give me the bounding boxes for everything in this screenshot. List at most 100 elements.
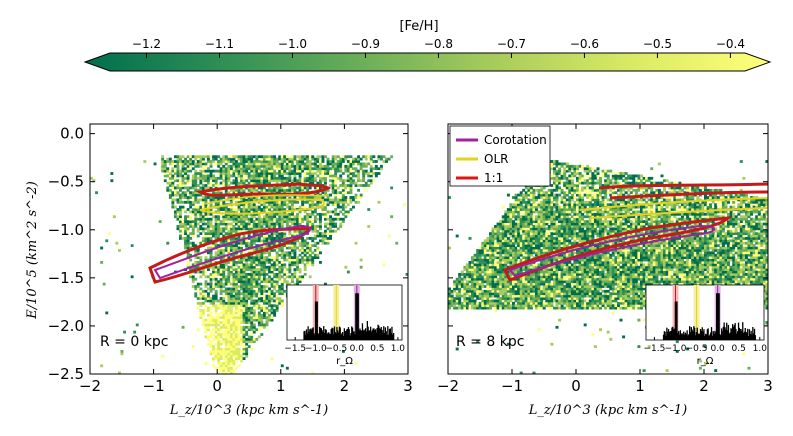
heatmap-cell: [245, 268, 249, 271]
heatmap-cell: [229, 359, 233, 363]
heatmap-cell: [268, 237, 271, 240]
heatmap-cell: [529, 225, 533, 228]
heatmap-cell: [293, 220, 297, 223]
heatmap-cell: [522, 241, 526, 245]
heatmap-cell: [324, 208, 327, 211]
heatmap-cell: [537, 273, 541, 276]
heatmap-cell: [252, 155, 256, 159]
heatmap-cell: [321, 164, 325, 168]
heatmap-cell: [245, 179, 249, 183]
heatmap-cell: [465, 263, 469, 267]
heatmap-cell: [222, 282, 226, 286]
heatmap-cell: [499, 275, 503, 279]
heatmap-cell: [481, 275, 485, 279]
heatmap-cell: [285, 160, 289, 163]
heatmap-cell: [214, 220, 218, 223]
heatmap-cell: [209, 237, 213, 240]
heatmap-cell: [232, 210, 236, 214]
heatmap-cell: [163, 164, 167, 168]
heatmap-cell: [214, 244, 218, 247]
heatmap-cell: [196, 301, 200, 305]
heatmap-cell: [240, 188, 243, 192]
heatmap-cell: [263, 176, 266, 180]
heatmap-cell: [222, 234, 226, 238]
heatmap-cell: [191, 222, 195, 226]
heatmap-cell: [283, 196, 287, 199]
heatmap-cell: [509, 294, 513, 298]
heatmap-cell: [260, 196, 264, 199]
heatmap-cell: [199, 210, 203, 214]
heatmap-cell: [321, 155, 325, 159]
heatmap-cell: [524, 229, 528, 233]
heatmap-cell: [245, 287, 249, 291]
heatmap-cell: [535, 282, 538, 286]
heatmap-cell: [201, 157, 205, 161]
heatmap-cell: [542, 193, 546, 197]
heatmap-cell: [509, 280, 513, 284]
heatmap-cell: [537, 289, 541, 293]
heatmap-cell: [229, 340, 233, 344]
heatmap-cell: [242, 337, 246, 341]
heatmap-cell: [224, 304, 228, 308]
heatmap-cell: [331, 217, 335, 221]
heatmap-cell: [524, 205, 528, 209]
heatmap-cell: [268, 186, 271, 190]
heatmap-cell: [324, 198, 327, 202]
heatmap-cell: [535, 227, 538, 231]
heatmap-cell: [212, 160, 215, 163]
heatmap-cell: [308, 215, 312, 219]
heatmap-cell: [194, 222, 198, 226]
heatmap-cell: [278, 169, 282, 173]
heatmap-cell: [268, 225, 271, 228]
heatmap-cell: [263, 297, 266, 300]
heatmap-cell: [331, 184, 335, 187]
heatmap-cell: [537, 263, 541, 267]
heatmap-cell: [499, 280, 503, 284]
heatmap-cell: [186, 234, 190, 238]
heatmap-cell: [496, 241, 500, 245]
heatmap-cell: [465, 287, 469, 291]
heatmap-cell: [242, 325, 246, 329]
heatmap-cell: [194, 225, 198, 228]
heatmap-cell: [237, 285, 241, 288]
heatmap-cell: [509, 299, 513, 303]
heatmap-cell: [222, 275, 226, 279]
heatmap-cell: [174, 198, 177, 202]
heatmap-cell: [504, 275, 508, 279]
heatmap-cell: [242, 239, 246, 243]
heatmap-cell: [527, 186, 531, 190]
heatmap-cell: [191, 160, 195, 163]
heatmap-cell: [217, 306, 221, 310]
heatmap-cell: [303, 155, 307, 159]
heatmap-cell: [219, 169, 223, 173]
heatmap-cell: [527, 208, 531, 211]
heatmap-cell: [334, 179, 338, 183]
heatmap-cell: [306, 217, 310, 221]
heatmap-cell: [247, 292, 251, 296]
heatmap-cell: [250, 268, 254, 271]
heatmap-cell: [527, 275, 531, 279]
heatmap-cell: [339, 169, 343, 173]
heatmap-cell: [257, 234, 261, 238]
heatmap-cell: [514, 234, 518, 238]
heatmap-cell: [235, 330, 238, 334]
heatmap-cell: [519, 215, 523, 219]
heatmap-cell: [191, 155, 195, 159]
heatmap-cell: [257, 169, 261, 173]
heatmap-cell: [496, 244, 500, 247]
heatmap-cell: [263, 188, 266, 192]
heatmap-cell: [240, 270, 243, 274]
x-tick-label: 1: [276, 377, 286, 395]
heatmap-cell: [453, 306, 457, 310]
heatmap-cell: [260, 333, 264, 336]
inset-histogram-bar: [369, 330, 371, 340]
heatmap-cell: [506, 294, 510, 298]
heatmap-cell: [237, 164, 241, 168]
heatmap-cell: [352, 167, 355, 171]
heatmap-cell: [209, 352, 213, 356]
heatmap-cell: [275, 306, 279, 310]
heatmap-cell: [273, 174, 277, 178]
heatmap-cell: [252, 210, 256, 214]
heatmap-cell: [252, 313, 256, 317]
heatmap-cell: [532, 297, 536, 300]
